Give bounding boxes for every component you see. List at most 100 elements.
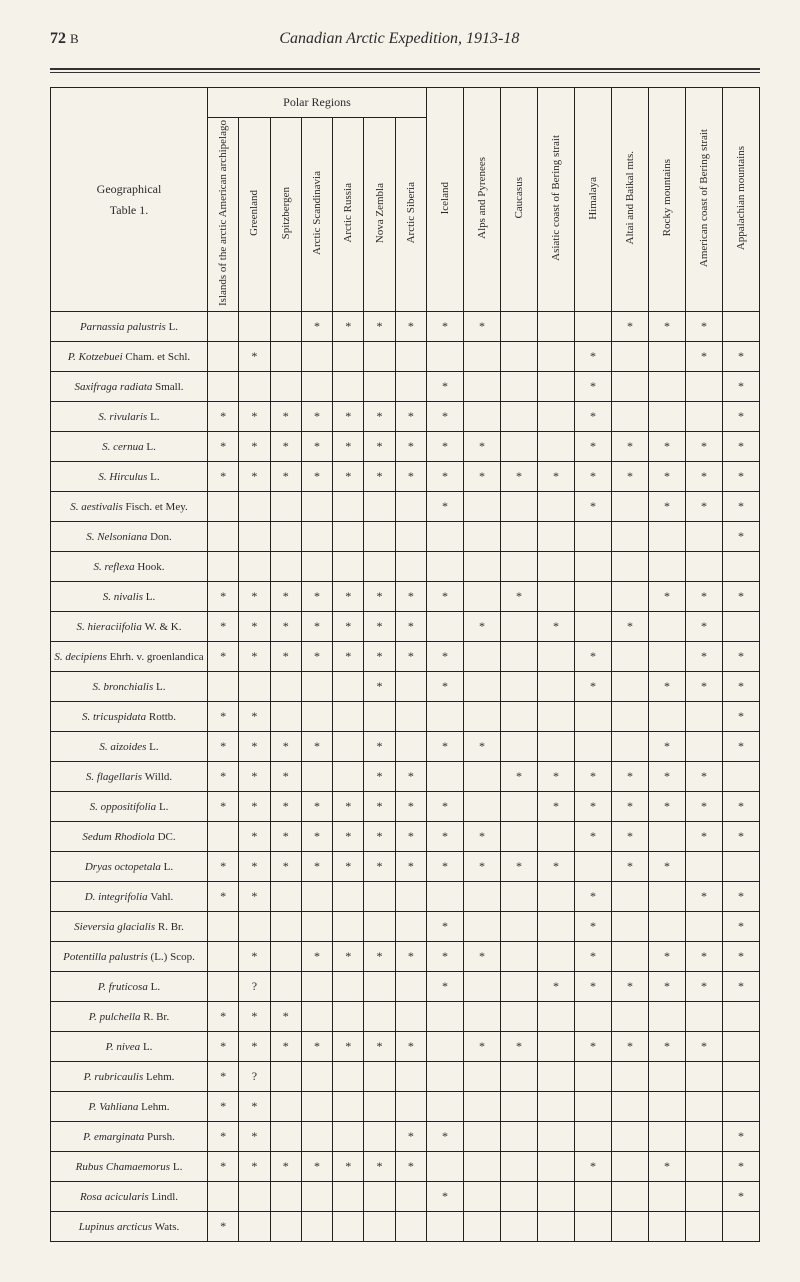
presence-cell [364,702,395,732]
presence-cell: * [333,432,364,462]
presence-cell: * [333,822,364,852]
presence-cell: * [208,1062,239,1092]
presence-cell: * [395,1122,426,1152]
presence-cell: * [270,1152,301,1182]
presence-cell [501,1212,538,1242]
presence-cell: * [208,582,239,612]
presence-cell: * [208,1092,239,1122]
presence-cell: * [501,462,538,492]
presence-cell: * [239,642,270,672]
presence-cell: * [686,792,723,822]
species-name: S. rivularis L. [51,402,208,432]
presence-cell: * [208,762,239,792]
presence-cell: * [575,942,612,972]
species-name: S. cernua L. [51,432,208,462]
presence-cell: * [649,462,686,492]
presence-cell [464,762,501,792]
presence-cell [301,552,332,582]
presence-cell [538,1092,575,1122]
presence-cell [501,732,538,762]
presence-cell [301,342,332,372]
presence-cell [649,1122,686,1152]
table-row: S. cernua L.************** [51,432,760,462]
presence-cell [501,972,538,1002]
presence-cell: ? [239,1062,270,1092]
presence-cell [364,1182,395,1212]
presence-cell: * [333,1152,364,1182]
table-row: S. flagellaris Willd.*********** [51,762,760,792]
presence-cell [723,312,760,342]
presence-cell: * [575,1032,612,1062]
species-name: Sieversia glacialis R. Br. [51,912,208,942]
presence-cell [501,552,538,582]
presence-cell [538,432,575,462]
presence-cell: * [395,642,426,672]
presence-cell [538,702,575,732]
table-row: Parnassia palustris L.********* [51,312,760,342]
presence-cell [364,1212,395,1242]
presence-cell: * [270,612,301,642]
presence-cell: * [333,1032,364,1062]
presence-cell [464,1062,501,1092]
presence-cell [538,1062,575,1092]
species-name: P. emarginata Pursh. [51,1122,208,1152]
presence-cell [686,552,723,582]
presence-cell: * [686,972,723,1002]
presence-cell: * [686,1032,723,1062]
presence-cell [575,852,612,882]
presence-cell: * [364,852,395,882]
table-row: P. fruticosa L.?******* [51,972,760,1002]
presence-cell: * [723,492,760,522]
presence-cell: * [301,822,332,852]
presence-cell [239,312,270,342]
presence-cell: * [208,732,239,762]
presence-cell [575,552,612,582]
presence-cell [270,1182,301,1212]
presence-cell: * [723,1182,760,1212]
presence-cell: * [427,792,464,822]
presence-cell [686,372,723,402]
presence-cell: * [649,942,686,972]
table-row: S. hieraciifolia W. & K.*********** [51,612,760,642]
presence-cell: * [501,762,538,792]
presence-cell: * [649,582,686,612]
presence-cell [501,882,538,912]
presence-cell: * [239,612,270,642]
table-row: Lupinus arcticus Wats.* [51,1212,760,1242]
presence-cell: * [575,642,612,672]
presence-cell [612,342,649,372]
species-name: S. nivalis L. [51,582,208,612]
presence-cell [333,702,364,732]
presence-cell [364,1092,395,1122]
presence-cell [464,492,501,522]
species-name: S. tricuspidata Rottb. [51,702,208,732]
presence-cell: * [239,732,270,762]
presence-cell [612,882,649,912]
presence-cell [270,522,301,552]
presence-cell: * [333,582,364,612]
species-name: Rosa acicularis Lindl. [51,1182,208,1212]
presence-cell [649,402,686,432]
presence-cell [575,732,612,762]
presence-cell [301,522,332,552]
presence-cell: * [612,852,649,882]
presence-cell [395,672,426,702]
presence-cell [333,522,364,552]
presence-cell [464,342,501,372]
presence-cell [538,552,575,582]
presence-cell: * [649,1152,686,1182]
presence-cell [538,912,575,942]
presence-cell [649,612,686,642]
presence-cell: * [464,732,501,762]
presence-cell: * [239,1002,270,1032]
species-name: P. nivea L. [51,1032,208,1062]
presence-cell: * [427,372,464,402]
presence-cell: * [649,432,686,462]
presence-cell [686,1122,723,1152]
presence-cell [612,1212,649,1242]
presence-cell [538,372,575,402]
presence-cell [395,732,426,762]
presence-cell [333,882,364,912]
presence-cell: * [612,972,649,1002]
presence-cell [270,942,301,972]
